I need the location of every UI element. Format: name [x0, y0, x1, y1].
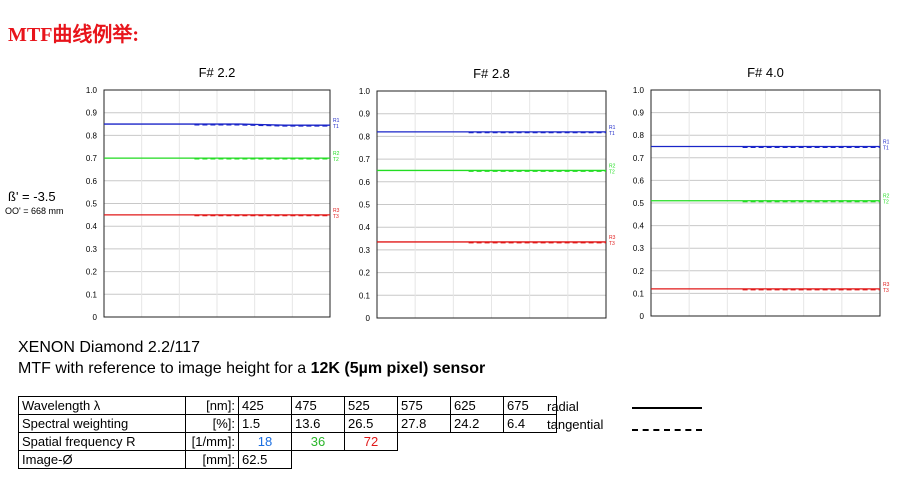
- series-end-label: R1: [883, 140, 890, 146]
- y-tick-label: 0.9: [359, 110, 371, 119]
- y-tick-label: 0.1: [359, 291, 371, 300]
- table-row-weighting: Spectral weighting [%]: 1.5 13.6 26.5 27…: [18, 414, 557, 433]
- magnification-label: ß' = -3.5: [8, 189, 56, 204]
- y-tick-label: 0.2: [359, 269, 371, 278]
- y-tick-label: 1.0: [86, 86, 98, 95]
- legend-radial-line: [632, 407, 702, 409]
- y-tick-label: 0.6: [86, 177, 98, 186]
- frequency-72: 72: [344, 432, 398, 451]
- series-end-label: T1: [883, 146, 889, 152]
- table-cell: 1.5: [238, 414, 292, 433]
- y-tick-label: 0.3: [86, 245, 98, 254]
- y-tick-label: 0.4: [86, 222, 98, 231]
- weighting-unit: [%]:: [185, 414, 239, 433]
- y-tick-label: 0.4: [633, 222, 645, 231]
- series-end-label: R3: [609, 235, 616, 241]
- table-cell: 26.5: [344, 414, 398, 433]
- object-distance-label: OO' = 668 mm: [5, 206, 64, 216]
- y-tick-label: 0.9: [633, 109, 645, 118]
- frequency-label: Spatial frequency R: [18, 432, 186, 451]
- y-tick-label: 0.7: [359, 155, 371, 164]
- y-tick-label: 0: [640, 312, 645, 321]
- series-end-label: T1: [609, 131, 615, 137]
- y-tick-label: 0.1: [86, 290, 98, 299]
- table-cell: 6.4: [503, 414, 557, 433]
- series-end-label: R2: [333, 151, 340, 157]
- series-end-label: R2: [883, 194, 890, 200]
- lens-desc-bold: 12K (5µm pixel) sensor: [310, 360, 486, 377]
- y-tick-label: 0.8: [633, 131, 645, 140]
- y-tick-label: 0: [93, 313, 98, 322]
- y-tick-label: 0.6: [633, 176, 645, 185]
- series-end-label: T1: [333, 124, 339, 130]
- y-tick-label: 0.7: [86, 154, 98, 163]
- y-tick-label: 0.3: [359, 246, 371, 255]
- y-tick-label: 0.7: [633, 154, 645, 163]
- mtf-charts: F# 2.200.10.20.30.40.50.60.70.80.91.0R1T…: [86, 65, 890, 323]
- lens-desc-prefix: MTF with reference to image height for a: [18, 360, 311, 377]
- chart-title: F# 2.8: [473, 66, 510, 81]
- series-end-label: T2: [609, 169, 615, 175]
- frequency-36: 36: [291, 432, 345, 451]
- image-unit: [mm]:: [185, 450, 239, 469]
- y-tick-label: 0.5: [359, 201, 371, 210]
- table-row-wavelength: Wavelength λ [nm]: 425 475 525 575 625 6…: [18, 396, 557, 415]
- table-cell: 425: [238, 396, 292, 415]
- spec-table: Wavelength λ [nm]: 425 475 525 575 625 6…: [18, 396, 557, 469]
- table-cell: 575: [397, 396, 451, 415]
- table-cell: 24.2: [450, 414, 504, 433]
- image-label: Image-Ø: [18, 450, 186, 469]
- table-cell: 475: [291, 396, 345, 415]
- y-tick-label: 0.4: [359, 223, 371, 232]
- table-row-frequency: Spatial frequency R [1/mm]: 18 36 72: [18, 432, 557, 451]
- wavelength-unit: [nm]:: [185, 396, 239, 415]
- frequency-unit: [1/mm]:: [185, 432, 239, 451]
- plot-frame: [103, 89, 331, 318]
- table-cell: 525: [344, 396, 398, 415]
- series-end-label: T3: [333, 214, 339, 220]
- y-tick-label: 0.2: [633, 267, 645, 276]
- series-end-label: T3: [609, 241, 615, 247]
- legend-tangential-line: [632, 429, 702, 431]
- table-cell: 27.8: [397, 414, 451, 433]
- legend-radial-label: radial: [547, 399, 579, 414]
- y-tick-label: 0.9: [86, 109, 98, 118]
- y-tick-label: 0.8: [359, 132, 371, 141]
- chart-title: F# 4.0: [747, 65, 784, 80]
- series-end-label: R3: [333, 208, 340, 214]
- y-tick-label: 1.0: [359, 87, 371, 96]
- legend-tangential-label: tangential: [547, 417, 604, 432]
- series-end-label: T2: [333, 157, 339, 163]
- y-tick-label: 0: [366, 314, 371, 323]
- series-end-label: T2: [883, 200, 889, 206]
- chart-title: F# 2.2: [199, 65, 236, 80]
- series-end-label: R2: [609, 163, 616, 169]
- y-tick-label: 0.3: [633, 244, 645, 253]
- series-end-label: T3: [883, 288, 889, 294]
- table-cell: 13.6: [291, 414, 345, 433]
- image-value: 62.5: [238, 450, 292, 469]
- table-row-image: Image-Ø [mm]: 62.5: [18, 450, 557, 469]
- series-end-label: R1: [609, 125, 616, 131]
- lens-description: MTF with reference to image height for a…: [18, 360, 485, 378]
- weighting-label: Spectral weighting: [18, 414, 186, 433]
- y-tick-label: 0.5: [633, 199, 645, 208]
- y-tick-label: 0.6: [359, 178, 371, 187]
- y-tick-label: 0.2: [86, 268, 98, 277]
- series-line-radial: [104, 123, 330, 126]
- plot-frame: [650, 89, 881, 317]
- series-end-label: R1: [333, 118, 340, 124]
- frequency-18: 18: [238, 432, 292, 451]
- series-end-label: R3: [883, 282, 890, 288]
- y-tick-label: 0.8: [86, 131, 98, 140]
- lens-name: XENON Diamond 2.2/117: [18, 339, 201, 356]
- y-tick-label: 0.5: [86, 200, 98, 209]
- table-cell: 625: [450, 396, 504, 415]
- y-tick-label: 0.1: [633, 289, 645, 298]
- page-heading: MTF曲线例举:: [8, 24, 140, 46]
- plot-frame: [376, 90, 607, 319]
- y-tick-label: 1.0: [633, 86, 645, 95]
- series-line-tangential: [194, 124, 330, 127]
- wavelength-label: Wavelength λ: [18, 396, 186, 415]
